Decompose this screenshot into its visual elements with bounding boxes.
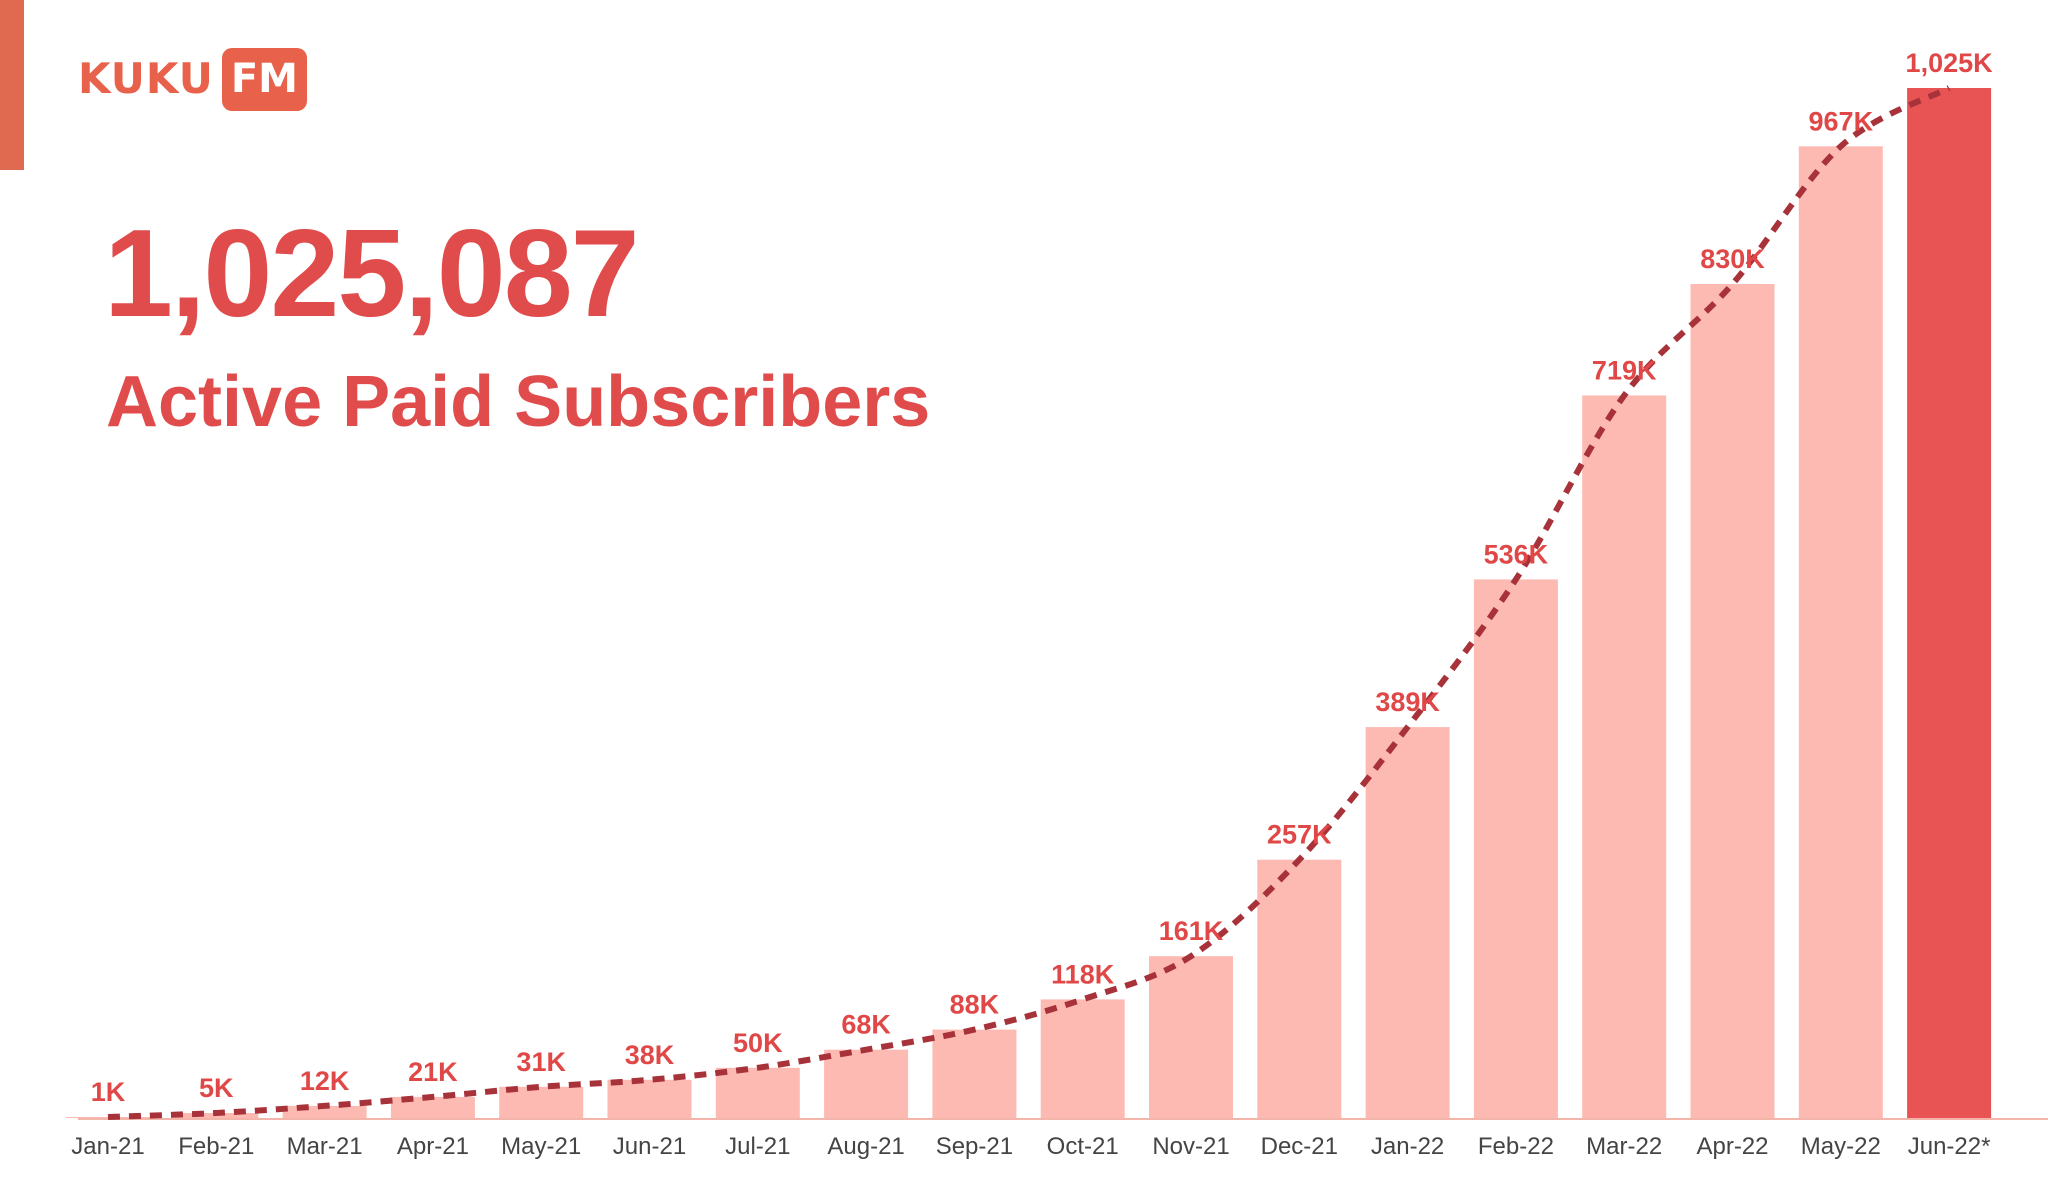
bar-jan-22 [1365, 727, 1450, 1118]
x-tick-label: Feb-21 [178, 1133, 254, 1160]
bar-may-22 [1798, 146, 1883, 1119]
value-label: 830K [1700, 244, 1765, 274]
bar-mar-22 [1582, 395, 1667, 1118]
bar-feb-22 [1473, 579, 1558, 1118]
x-tick-label: Jun-21 [613, 1133, 686, 1160]
bar-nov-21 [1149, 956, 1233, 1118]
bar-jan-21 [66, 1117, 150, 1118]
x-tick-label: May-22 [1801, 1133, 1881, 1160]
bar-jul-21 [715, 1067, 800, 1118]
value-label: 68K [841, 1010, 891, 1040]
value-label: 118K [1051, 959, 1115, 989]
bar-oct-21 [1040, 999, 1125, 1118]
bar-jun-21 [607, 1079, 692, 1118]
value-label: 1,025K [1906, 48, 1994, 78]
x-tick-label: Jan-22 [1371, 1133, 1444, 1160]
value-label: 31K [516, 1047, 566, 1077]
value-label: 1K [91, 1077, 126, 1107]
x-tick-label: Nov-21 [1152, 1133, 1229, 1160]
x-tick-label: Apr-22 [1696, 1133, 1768, 1160]
value-label: 389K [1375, 687, 1440, 717]
value-label: 21K [408, 1057, 458, 1087]
bar-sep-21 [932, 1029, 1017, 1118]
value-label: 967K [1809, 106, 1874, 136]
logo-text: KUKU [78, 54, 214, 103]
tick-labels-group: Jan-21 Feb-21 Mar-21 Apr-21 May-21 Jun-21 Jul-… [71, 1133, 1990, 1160]
x-tick-label: Jul-21 [725, 1133, 790, 1160]
bar-aug-21 [824, 1049, 909, 1118]
value-labels-group: 1K 5K 12K 21K 31K 38K 50K 68K 88K 118K 161K 257K 389… [91, 48, 1993, 1107]
x-tick-label: May-21 [501, 1133, 581, 1160]
x-tick-label: Jan-21 [71, 1133, 144, 1160]
x-tick-label: Mar-21 [287, 1133, 363, 1160]
logo-box: FM [221, 47, 307, 111]
value-label: 161K [1159, 916, 1224, 946]
x-tick-label: Jun-22* [1908, 1133, 1991, 1160]
value-label: 5K [199, 1073, 234, 1103]
x-tick-label: Mar-22 [1586, 1133, 1662, 1160]
value-label: 719K [1592, 356, 1657, 386]
bar-apr-21 [390, 1096, 475, 1118]
kukufm-logo: KUKU FM [78, 46, 307, 112]
bar-jun-22- [1907, 88, 1992, 1118]
x-tick-label: Sep-21 [936, 1133, 1013, 1160]
accent-bar [0, 0, 24, 170]
x-tick-label: Aug-21 [827, 1133, 904, 1160]
subscriber-count: 1,025,087 [104, 205, 640, 343]
bar-apr-22 [1690, 284, 1775, 1118]
x-tick-label: Dec-21 [1261, 1133, 1338, 1160]
x-tick-label: Apr-21 [397, 1133, 469, 1160]
trend-line [107, 85, 1951, 1120]
bar-dec-21 [1257, 859, 1342, 1118]
value-label: 12K [300, 1066, 350, 1096]
bars-group [66, 88, 1992, 1119]
value-label: 50K [733, 1028, 783, 1058]
value-label: 38K [625, 1040, 675, 1070]
subscriber-label: Active Paid Subscribers [106, 362, 931, 442]
x-tick-label: Feb-22 [1478, 1133, 1554, 1160]
value-label: 257K [1267, 820, 1332, 850]
value-label: 536K [1484, 539, 1549, 569]
x-tick-label: Oct-21 [1047, 1133, 1119, 1160]
value-label: 88K [950, 990, 1000, 1020]
